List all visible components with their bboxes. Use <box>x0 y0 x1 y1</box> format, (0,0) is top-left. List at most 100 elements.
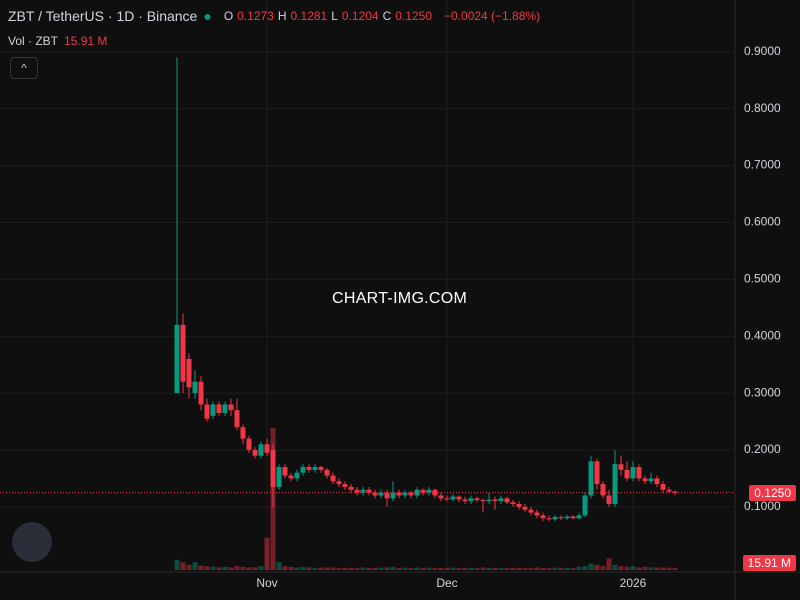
volume-bar <box>426 567 432 570</box>
volume-bar <box>486 568 492 570</box>
candle-body <box>540 515 546 519</box>
candle-body <box>348 486 354 490</box>
candle-body <box>672 491 678 493</box>
candle-body <box>498 498 504 502</box>
candle-body <box>216 404 222 413</box>
status-dot: ● <box>203 8 212 24</box>
candle-body <box>510 502 516 505</box>
volume-bar <box>258 566 264 570</box>
candle-body <box>210 404 216 416</box>
candle-body <box>528 509 534 513</box>
candle-body <box>186 358 192 388</box>
y-tick-label: 0.6000 <box>744 215 781 229</box>
volume-bar <box>432 568 438 570</box>
candle-body <box>636 467 642 479</box>
candle-body <box>666 489 672 492</box>
candle-body <box>366 489 372 493</box>
candle-body <box>360 489 366 493</box>
volume-bar <box>294 567 300 570</box>
candle-body <box>444 498 450 500</box>
symbol-title[interactable]: ZBT / TetherUS · 1D · Binance <box>8 8 198 24</box>
candle-body <box>654 478 660 485</box>
volume-bar <box>348 567 354 570</box>
volume-bar <box>216 567 222 570</box>
volume-label: Vol · ZBT <box>8 34 59 48</box>
ohlc-value: 0.1204 <box>341 9 379 23</box>
volume-bar <box>228 567 234 570</box>
candle-body <box>468 498 474 502</box>
logo[interactable] <box>12 522 52 562</box>
candle-body <box>534 512 540 516</box>
candle-body <box>342 484 348 487</box>
volume-bar <box>564 567 570 570</box>
volume-bar <box>654 567 660 570</box>
y-tick-label: 0.7000 <box>744 158 781 172</box>
candle-body <box>258 444 264 456</box>
volume-bar <box>468 567 474 570</box>
candle-body <box>480 500 486 502</box>
candle-body <box>294 472 300 479</box>
candle-body <box>420 489 426 493</box>
y-tick-label: 0.3000 <box>744 385 781 399</box>
candle-body <box>492 499 498 502</box>
candle-body <box>264 444 270 453</box>
collapse-button[interactable]: ^ <box>10 57 38 79</box>
volume-bar <box>666 567 672 570</box>
volume-badge: 15.91 M <box>742 555 796 571</box>
candle-body <box>378 492 384 496</box>
volume-bar <box>264 537 270 570</box>
candle-body <box>426 489 432 493</box>
candle-body <box>408 492 414 496</box>
y-tick-label: 0.2000 <box>744 442 781 456</box>
candle-body <box>312 467 318 470</box>
candle-body <box>330 475 336 482</box>
volume-bar <box>528 568 534 570</box>
candle-body <box>606 495 612 505</box>
candle-body <box>486 499 492 502</box>
y-tick-label: 0.4000 <box>744 328 781 342</box>
volume-bar <box>624 566 630 570</box>
volume-bar <box>330 567 336 570</box>
candle-body <box>522 506 528 510</box>
ohlc-value: 0.1281 <box>290 9 328 23</box>
candle-body <box>648 478 654 482</box>
ohlc-key: L <box>331 9 338 23</box>
candle-body <box>396 492 402 496</box>
candle-body <box>642 478 648 482</box>
volume-bar <box>414 567 420 570</box>
volume-bar <box>606 558 612 570</box>
volume-bar <box>642 566 648 570</box>
volume-bar <box>240 566 246 570</box>
candle-body <box>204 404 210 419</box>
y-tick-label: 0.5000 <box>744 271 781 285</box>
candle-body <box>300 467 306 473</box>
candle-body <box>588 461 594 496</box>
volume-bar <box>636 567 642 570</box>
volume-bar <box>306 567 312 570</box>
volume-bar <box>210 566 216 570</box>
candle-body <box>228 404 234 411</box>
volume-bar <box>498 568 504 570</box>
candle-body <box>402 492 408 496</box>
volume-bar <box>420 568 426 570</box>
volume-bar <box>396 568 402 570</box>
volume-bar <box>558 568 564 570</box>
volume-bar <box>378 567 384 570</box>
candle-body <box>282 467 288 476</box>
ohlc-key: C <box>382 9 392 23</box>
volume-bar <box>276 562 282 570</box>
candle-body <box>354 489 360 493</box>
candle-body <box>546 518 552 520</box>
candle-body <box>600 484 606 496</box>
volume-bar <box>618 566 624 570</box>
volume-bar <box>198 565 204 570</box>
volume-bar <box>594 564 600 570</box>
candle-body <box>192 381 198 394</box>
candle-body <box>372 492 378 496</box>
candle-body <box>564 516 570 519</box>
change-value: −0.0024 (−1.88%) <box>444 9 541 23</box>
volume-bar <box>246 567 252 570</box>
x-tick-label: Nov <box>256 576 277 590</box>
volume-bar <box>570 568 576 570</box>
